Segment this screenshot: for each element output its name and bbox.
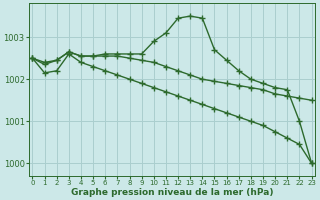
X-axis label: Graphe pression niveau de la mer (hPa): Graphe pression niveau de la mer (hPa) bbox=[71, 188, 273, 197]
